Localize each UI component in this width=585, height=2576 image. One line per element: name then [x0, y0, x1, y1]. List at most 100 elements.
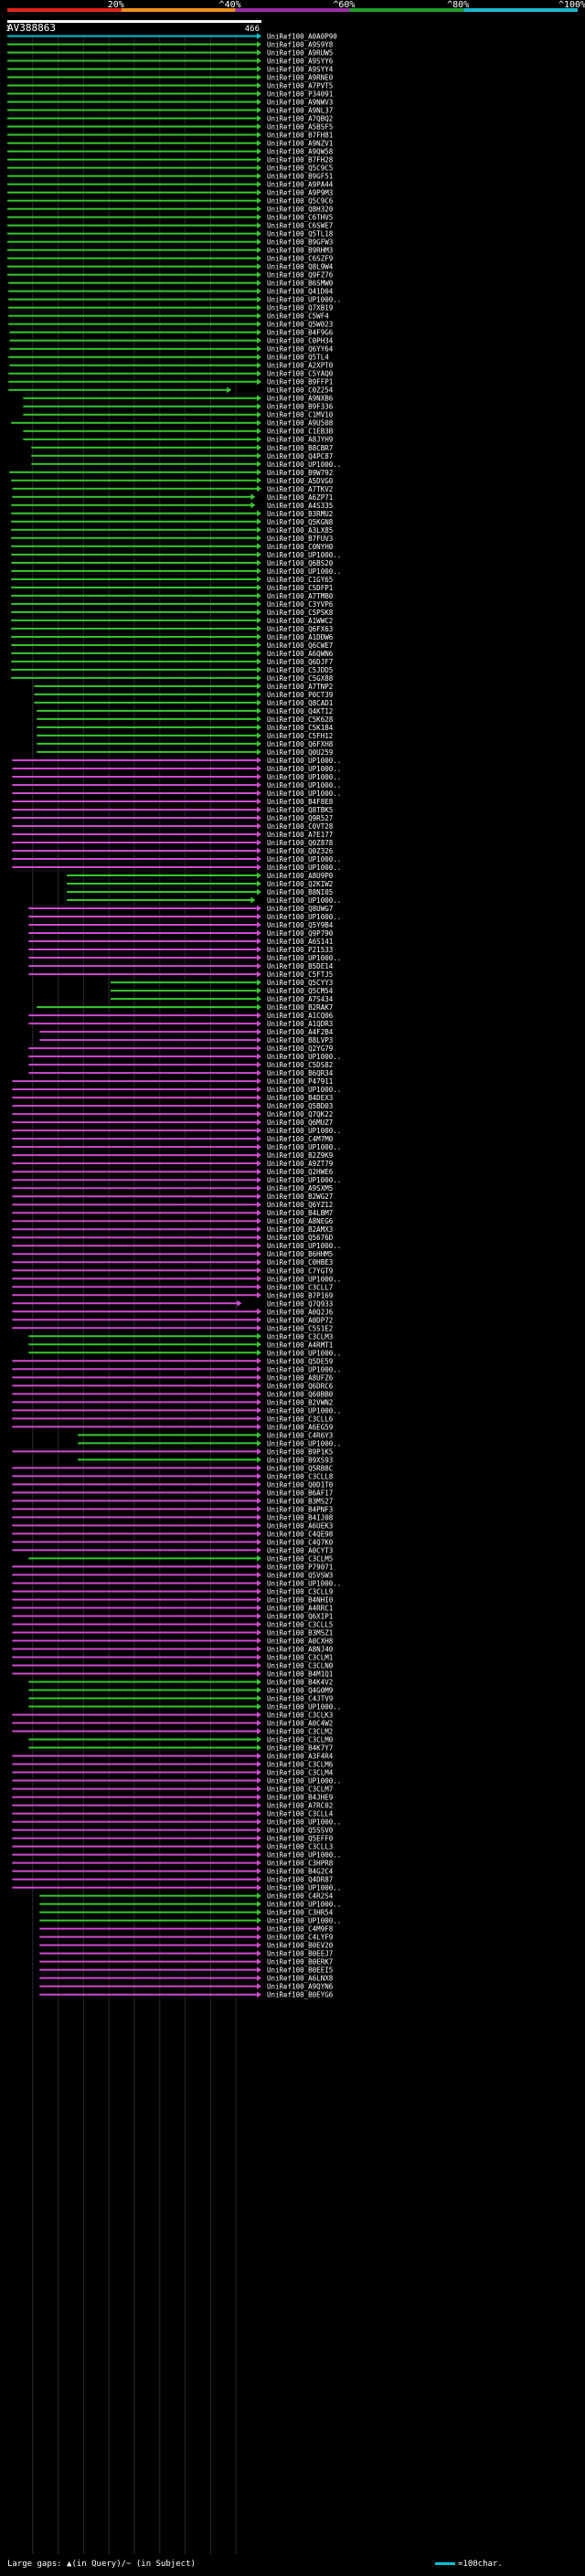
hit-label[interactable]: UniRef100_A0A0P90 [267, 33, 337, 41]
hit-label[interactable]: UniRef100_Q5Y9B4 [267, 921, 334, 929]
hit-label[interactable]: UniRef100_C5K628 [267, 716, 334, 724]
hit-label[interactable]: UniRef100_C3CLL8 [267, 1472, 334, 1480]
hit-label[interactable]: UniRef100_C3HR54 [267, 1909, 334, 1917]
hit-label[interactable]: UniRef100_A6QWN6 [267, 650, 334, 658]
hit-label[interactable]: UniRef100_P79071 [267, 1563, 333, 1571]
hit-label[interactable]: UniRef100_C4M7M0 [267, 1135, 334, 1143]
hit-label[interactable]: UniRef100_UP1000.. [267, 567, 341, 576]
hit-label[interactable]: UniRef100_B3MS27 [267, 1497, 333, 1505]
hit-label[interactable]: UniRef100_C3CLM4 [267, 1769, 334, 1777]
hit-label[interactable]: UniRef100_C3CLL6 [267, 1415, 334, 1423]
hit-label[interactable]: UniRef100_Q5676D [267, 1234, 334, 1242]
hit-label[interactable]: UniRef100_Q5C9C6 [267, 197, 334, 206]
hit-label[interactable]: UniRef100_Q5CM54 [267, 987, 334, 995]
hit-label[interactable]: UniRef100_B0EYG6 [267, 1991, 334, 1999]
hit-label[interactable]: UniRef100_Q8TBK5 [267, 806, 333, 814]
hit-label[interactable]: UniRef100_UP1000.. [267, 864, 341, 872]
hit-label[interactable]: UniRef100_UP1000.. [267, 773, 341, 781]
hit-label[interactable]: UniRef100_Q6YZ12 [267, 1201, 333, 1209]
hit-label[interactable]: UniRef100_A4RMT1 [267, 1341, 333, 1349]
hit-label[interactable]: UniRef100_B4LBM7 [267, 1209, 333, 1217]
hit-label[interactable]: UniRef100_A6ZP71 [267, 493, 333, 502]
hit-label[interactable]: UniRef100_C0Z254 [267, 387, 334, 395]
hit-label[interactable]: UniRef100_A7TKV2 [267, 485, 333, 493]
hit-label[interactable]: UniRef100_B4JHE9 [267, 1794, 333, 1802]
hit-label[interactable]: UniRef100_A7S434 [267, 995, 334, 1003]
hit-label[interactable]: UniRef100_UP1000.. [267, 1127, 341, 1135]
hit-label[interactable]: UniRef100_UP1000.. [267, 1053, 341, 1061]
hit-label[interactable]: UniRef100_UP1000.. [267, 1275, 341, 1283]
hit-label[interactable]: UniRef100_A7E177 [267, 831, 333, 839]
hit-label[interactable]: UniRef100_A6EG59 [267, 1423, 333, 1431]
hit-label[interactable]: UniRef100_B9F336 [267, 403, 334, 411]
hit-label[interactable]: UniRef100_C5WF4 [267, 313, 329, 321]
hit-label[interactable]: UniRef100_A9PA44 [267, 181, 334, 189]
hit-label[interactable]: UniRef100_B4DEX3 [267, 1094, 333, 1102]
hit-label[interactable]: UniRef100_C4Q7K0 [267, 1538, 334, 1546]
hit-label[interactable]: UniRef100_C5PSK8 [267, 609, 334, 617]
hit-label[interactable]: UniRef100_Q6XIP1 [267, 1612, 333, 1620]
hit-label[interactable]: UniRef100_Q8CAD1 [267, 699, 333, 707]
hit-label[interactable]: UniRef100_P0CT39 [267, 691, 333, 699]
hit-label[interactable]: UniRef100_A5BSF5 [267, 123, 333, 132]
hit-label[interactable]: UniRef100_Q8L9W4 [267, 263, 334, 271]
hit-label[interactable]: UniRef100_B8CBR7 [267, 444, 333, 452]
hit-label[interactable]: UniRef100_Q5BD03 [267, 1102, 333, 1110]
hit-label[interactable]: UniRef100_C1EB3B [267, 428, 334, 436]
hit-label[interactable]: UniRef100_B7FH28 [267, 156, 334, 164]
hit-label[interactable]: UniRef100_B9W792 [267, 469, 333, 477]
hit-label[interactable]: UniRef100_B6QR34 [267, 1069, 334, 1077]
hit-label[interactable]: UniRef100_UP1000.. [267, 954, 341, 962]
hit-label[interactable]: UniRef100_C1GY65 [267, 576, 333, 584]
hit-label[interactable]: UniRef100_Q0Z878 [267, 839, 334, 847]
hit-label[interactable]: UniRef100_C0PH34 [267, 337, 334, 345]
hit-label[interactable]: UniRef100_C0NYH0 [267, 543, 334, 551]
hit-label[interactable]: UniRef100_Q8H320 [267, 206, 334, 214]
hit-label[interactable]: UniRef100_B3MSZ1 [267, 1628, 333, 1637]
hit-label[interactable]: UniRef100_B4F9G6 [267, 329, 334, 337]
hit-label[interactable]: UniRef100_B6AF17 [267, 1489, 333, 1497]
hit-label[interactable]: UniRef100_C4R6Y3 [267, 1431, 333, 1439]
hit-label[interactable]: UniRef100_A1WWC2 [267, 617, 333, 625]
hit-label[interactable]: UniRef100_A9SYY4 [267, 66, 334, 74]
hit-label[interactable]: UniRef100_UP1000.. [267, 1242, 341, 1250]
hit-label[interactable]: UniRef100_C4LYF9 [267, 1934, 333, 1942]
hit-label[interactable]: UniRef100_Q5KGN8 [267, 518, 334, 526]
hit-label[interactable]: UniRef100_Q4G0M9 [267, 1687, 333, 1695]
hit-label[interactable]: UniRef100_A8UFZ6 [267, 1373, 334, 1382]
hit-label[interactable]: UniRef100_C5FTJ5 [267, 970, 333, 979]
hit-label[interactable]: UniRef100_C3CLN0 [267, 1661, 334, 1670]
hit-label[interactable]: UniRef100_Q4PC87 [267, 452, 333, 461]
hit-label[interactable]: UniRef100_A8JYH9 [267, 436, 333, 444]
hit-label[interactable]: UniRef100_Q6CWE7 [267, 641, 333, 650]
hit-label[interactable]: UniRef100_B0EV20 [267, 1942, 334, 1950]
hit-label[interactable]: UniRef100_B7FUV3 [267, 535, 333, 543]
hit-label[interactable]: UniRef100_B2AMX3 [267, 1225, 333, 1234]
hit-label[interactable]: UniRef100_C6SZF9 [267, 255, 333, 263]
hit-label[interactable]: UniRef100_C3CLM7 [267, 1786, 333, 1794]
hit-label[interactable]: UniRef100_C5S1E2 [267, 1324, 333, 1332]
hit-label[interactable]: UniRef100_UP1000.. [267, 1439, 341, 1447]
hit-label[interactable]: UniRef100_Q5CYY3 [267, 979, 333, 987]
hit-label[interactable]: UniRef100_UP1000.. [267, 913, 341, 921]
hit-label[interactable]: UniRef100_Q5W023 [267, 321, 333, 329]
hit-label[interactable]: UniRef100_A0Q2J6 [267, 1308, 334, 1316]
hit-label[interactable]: UniRef100_A9SXM5 [267, 1184, 333, 1193]
hit-label[interactable]: UniRef100_C3CLM0 [267, 1736, 334, 1744]
hit-label[interactable]: UniRef100_A7QBQ2 [267, 115, 333, 123]
hit-label[interactable]: UniRef100_B5DE14 [267, 962, 334, 970]
hit-label[interactable]: UniRef100_UP1000.. [267, 896, 341, 905]
hit-label[interactable]: UniRef100_A4F2B4 [267, 1028, 334, 1036]
hit-label[interactable]: UniRef100_C0VT28 [267, 822, 334, 831]
hit-label[interactable]: UniRef100_B4G2C4 [267, 1868, 334, 1876]
hit-label[interactable]: UniRef100_A9U508 [267, 419, 334, 428]
hit-label[interactable]: UniRef100_B4F8E8 [267, 798, 334, 806]
hit-label[interactable]: UniRef100_A9ZT79 [267, 1160, 333, 1168]
hit-label[interactable]: UniRef100_B7FH81 [267, 132, 333, 140]
hit-label[interactable]: UniRef100_A9QW58 [267, 148, 334, 156]
hit-label[interactable]: UniRef100_B4NHI0 [267, 1595, 334, 1604]
hit-label[interactable]: UniRef100_B4K4V2 [267, 1679, 333, 1687]
hit-label[interactable]: UniRef100_A8U9P0 [267, 872, 334, 880]
hit-label[interactable]: UniRef100_B8LVP3 [267, 1036, 333, 1044]
hit-label[interactable]: UniRef100_B2RAK7 [267, 1003, 333, 1012]
